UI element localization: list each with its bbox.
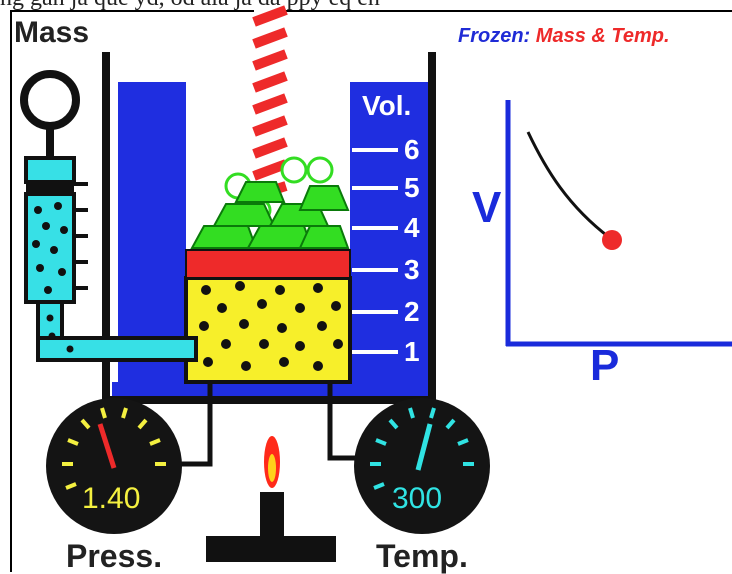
temperature-gauge-tube (327, 380, 362, 461)
piston-weights (190, 156, 350, 249)
status-text: Frozen: Mass & Temp. (458, 26, 670, 46)
piston (185, 249, 351, 279)
bath-wall-bottom (102, 396, 436, 404)
mass-syringe (20, 70, 198, 362)
axis-y-label: V (472, 183, 502, 232)
bath-wall-right (428, 52, 436, 402)
bath-wall-left (102, 52, 110, 402)
temperature-label: Temp. (376, 538, 468, 574)
pressure-gauge (46, 398, 182, 534)
volume-scale-ticks (352, 148, 398, 354)
pressure-value: 1.40 (82, 482, 141, 515)
burner (206, 436, 336, 562)
mass-label: Mass (14, 16, 90, 49)
pv-curve (526, 131, 611, 240)
volume-tick-4: 4 (404, 212, 420, 243)
volume-tick-2: 2 (404, 296, 420, 327)
pressure-label: Press. (66, 538, 163, 574)
status-prefix: Frozen: (458, 25, 536, 47)
temperature-value: 300 (392, 482, 443, 515)
volume-tick-6: 6 (404, 134, 420, 165)
gas-molecules (199, 281, 343, 371)
burner-flame-inner (268, 454, 276, 482)
status-frozen-vars: Mass & Temp. (535, 25, 670, 47)
gas-region (184, 276, 352, 384)
pressure-needle (97, 423, 117, 469)
volume-tick-1: 1 (404, 336, 420, 367)
volume-tick-5: 5 (404, 172, 420, 203)
header-caption: ng gan ja que yd, od ala ja da ppy eq en (0, 0, 732, 10)
pressure-gauge-tube (178, 380, 213, 467)
pv-graph (505, 100, 732, 347)
heating-rod (252, 5, 288, 201)
syringe-handle (20, 70, 80, 130)
scene-frame (10, 10, 732, 572)
axis-x-label: P (590, 341, 620, 390)
volume-label: Vol. (362, 90, 412, 121)
bath-right-scale-panel (350, 82, 428, 394)
temperature-gauge (354, 398, 490, 534)
temperature-needle (415, 423, 433, 471)
volume-tick-3: 3 (404, 254, 420, 285)
pv-state-point (602, 230, 622, 250)
